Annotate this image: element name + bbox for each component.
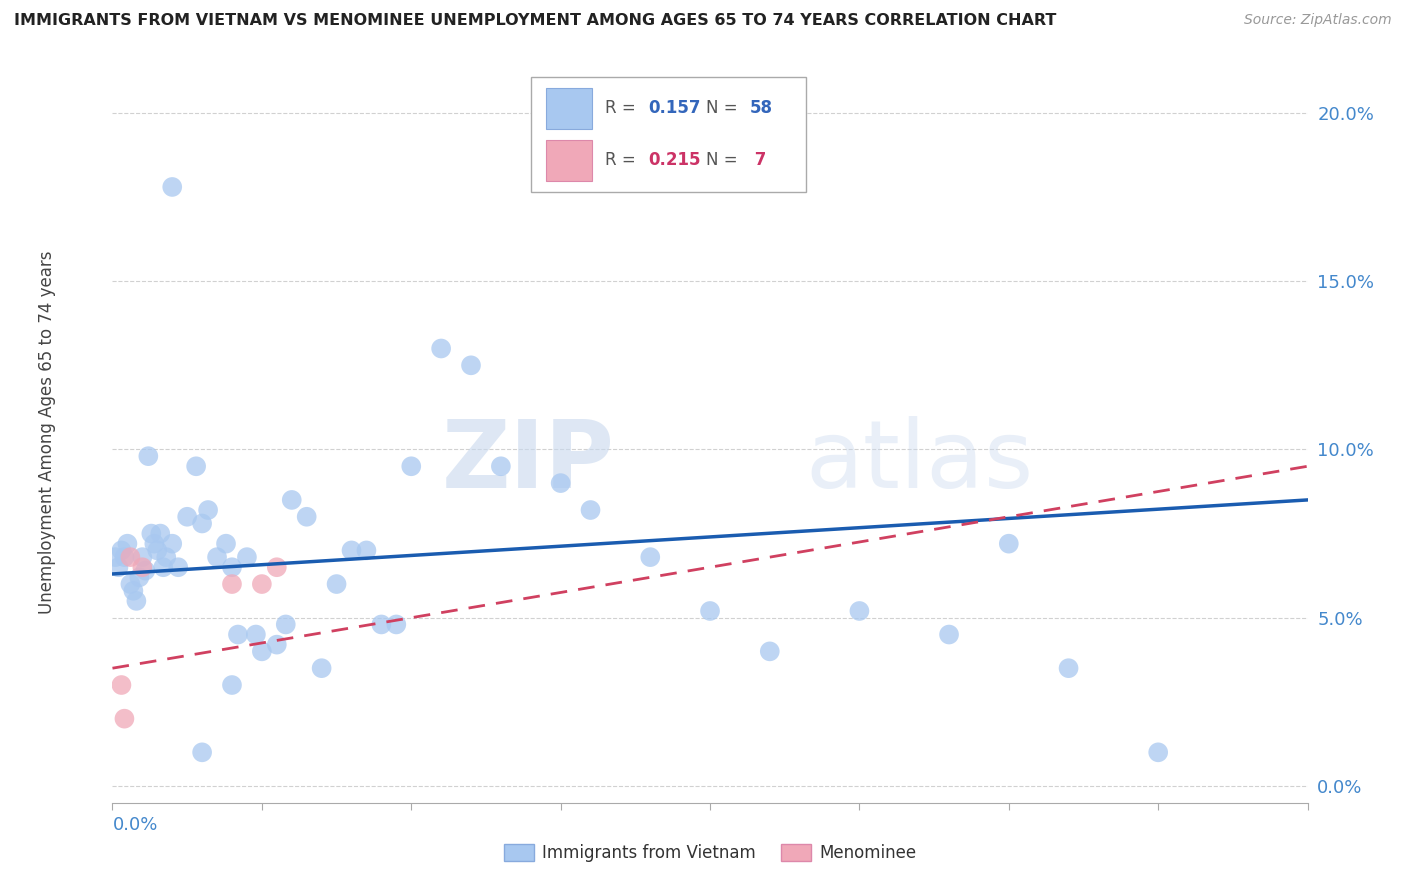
Point xyxy=(699,604,721,618)
Text: 7: 7 xyxy=(749,151,766,169)
FancyBboxPatch shape xyxy=(547,140,592,181)
Point xyxy=(266,638,288,652)
Point xyxy=(191,745,214,759)
Point xyxy=(1057,661,1080,675)
Text: ZIP: ZIP xyxy=(441,417,614,508)
Point xyxy=(325,577,347,591)
Point xyxy=(146,543,169,558)
Text: R =: R = xyxy=(605,151,641,169)
Point xyxy=(114,712,135,726)
Point xyxy=(250,644,273,658)
Point xyxy=(191,516,214,531)
Point xyxy=(134,564,156,578)
Point xyxy=(295,509,318,524)
Point xyxy=(848,604,870,618)
Point xyxy=(131,560,153,574)
Point xyxy=(460,359,482,373)
Text: atlas: atlas xyxy=(806,417,1033,508)
Point xyxy=(385,617,408,632)
Point xyxy=(245,627,267,641)
Point xyxy=(186,459,208,474)
Point xyxy=(311,661,333,675)
Point xyxy=(141,526,163,541)
Text: N =: N = xyxy=(706,99,744,118)
Text: Unemployment Among Ages 65 to 74 years: Unemployment Among Ages 65 to 74 years xyxy=(38,251,56,615)
Point xyxy=(114,550,135,565)
Text: 0.157: 0.157 xyxy=(648,99,700,118)
Point xyxy=(550,476,572,491)
Point xyxy=(122,583,145,598)
Text: Source: ZipAtlas.com: Source: ZipAtlas.com xyxy=(1244,13,1392,28)
Point xyxy=(266,560,288,574)
Point xyxy=(128,570,150,584)
Point xyxy=(274,617,297,632)
Point xyxy=(640,550,662,565)
Point xyxy=(221,577,243,591)
Text: 58: 58 xyxy=(749,99,772,118)
Text: N =: N = xyxy=(706,151,744,169)
Point xyxy=(120,577,142,591)
Text: R =: R = xyxy=(605,99,641,118)
Point xyxy=(340,543,363,558)
Point xyxy=(197,503,219,517)
Point xyxy=(167,560,190,574)
Point xyxy=(138,449,160,463)
Point xyxy=(236,550,259,565)
Point xyxy=(221,560,243,574)
Point xyxy=(107,560,129,574)
Point xyxy=(356,543,378,558)
Point xyxy=(215,536,238,550)
Point xyxy=(221,678,243,692)
Point xyxy=(162,180,183,194)
Point xyxy=(125,594,148,608)
Point xyxy=(176,509,198,524)
Point xyxy=(143,536,166,550)
Point xyxy=(226,627,249,641)
Point xyxy=(401,459,423,474)
Point xyxy=(117,536,139,550)
Point xyxy=(104,550,127,565)
Point xyxy=(205,550,228,565)
FancyBboxPatch shape xyxy=(531,78,806,192)
Point xyxy=(489,459,512,474)
Point xyxy=(131,550,153,565)
Point xyxy=(281,492,304,507)
Point xyxy=(1147,745,1170,759)
Point xyxy=(120,550,142,565)
Point xyxy=(998,536,1021,550)
Point xyxy=(938,627,960,641)
Point xyxy=(110,543,132,558)
Point xyxy=(162,536,183,550)
Point xyxy=(155,550,177,565)
Point xyxy=(152,560,174,574)
Text: 0.215: 0.215 xyxy=(648,151,700,169)
Point xyxy=(370,617,392,632)
Text: IMMIGRANTS FROM VIETNAM VS MENOMINEE UNEMPLOYMENT AMONG AGES 65 TO 74 YEARS CORR: IMMIGRANTS FROM VIETNAM VS MENOMINEE UNE… xyxy=(14,13,1056,29)
Legend: Immigrants from Vietnam, Menominee: Immigrants from Vietnam, Menominee xyxy=(498,837,922,869)
Point xyxy=(110,678,132,692)
Point xyxy=(250,577,273,591)
Point xyxy=(149,526,172,541)
Point xyxy=(579,503,602,517)
Point xyxy=(430,342,453,356)
Text: 0.0%: 0.0% xyxy=(112,816,157,834)
FancyBboxPatch shape xyxy=(547,88,592,129)
Point xyxy=(759,644,782,658)
